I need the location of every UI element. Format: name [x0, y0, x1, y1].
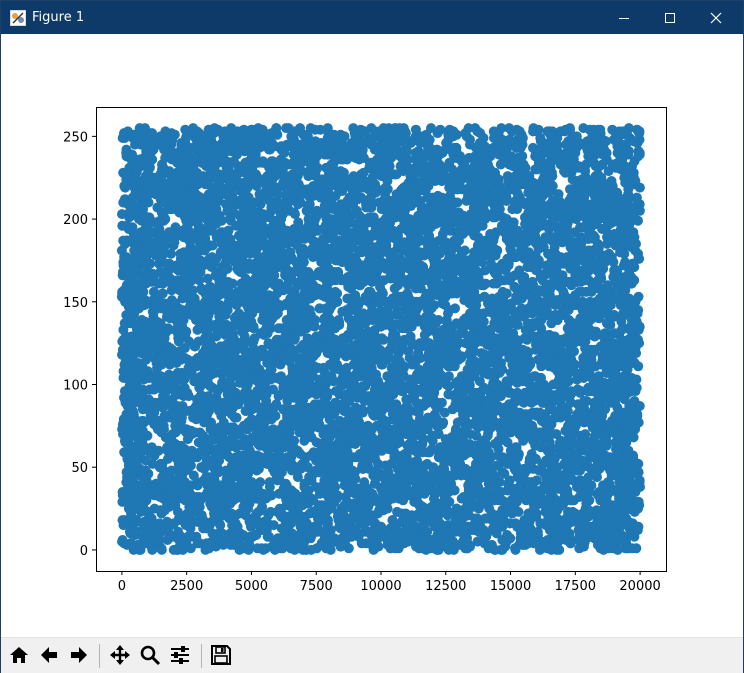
maximize-button[interactable]: [647, 1, 693, 34]
close-icon: [710, 12, 722, 24]
scatter-point: [415, 283, 426, 294]
maximize-icon: [665, 13, 675, 23]
minimize-button[interactable]: [601, 1, 647, 34]
title-bar[interactable]: Figure 1: [1, 1, 743, 34]
scatter-points: [116, 123, 645, 555]
scatter-point: [191, 167, 202, 178]
scatter-plot[interactable]: 0 2500 5000 7500 10000 12500 15000 17500 20000 0…: [1, 34, 743, 637]
minimize-icon: [619, 18, 629, 19]
scatter-point: [500, 541, 511, 552]
close-button[interactable]: [693, 1, 739, 34]
scatter-point: [264, 425, 275, 436]
scatter-point: [435, 124, 446, 135]
scatter-point: [142, 430, 153, 441]
figure-app-icon: [10, 10, 26, 26]
window-title: Figure 1: [32, 10, 85, 25]
scatter-point: [612, 544, 623, 555]
figure-canvas[interactable]: 0 2500 5000 7500 10000 12500 15000 17500 20000 0…: [1, 34, 743, 637]
